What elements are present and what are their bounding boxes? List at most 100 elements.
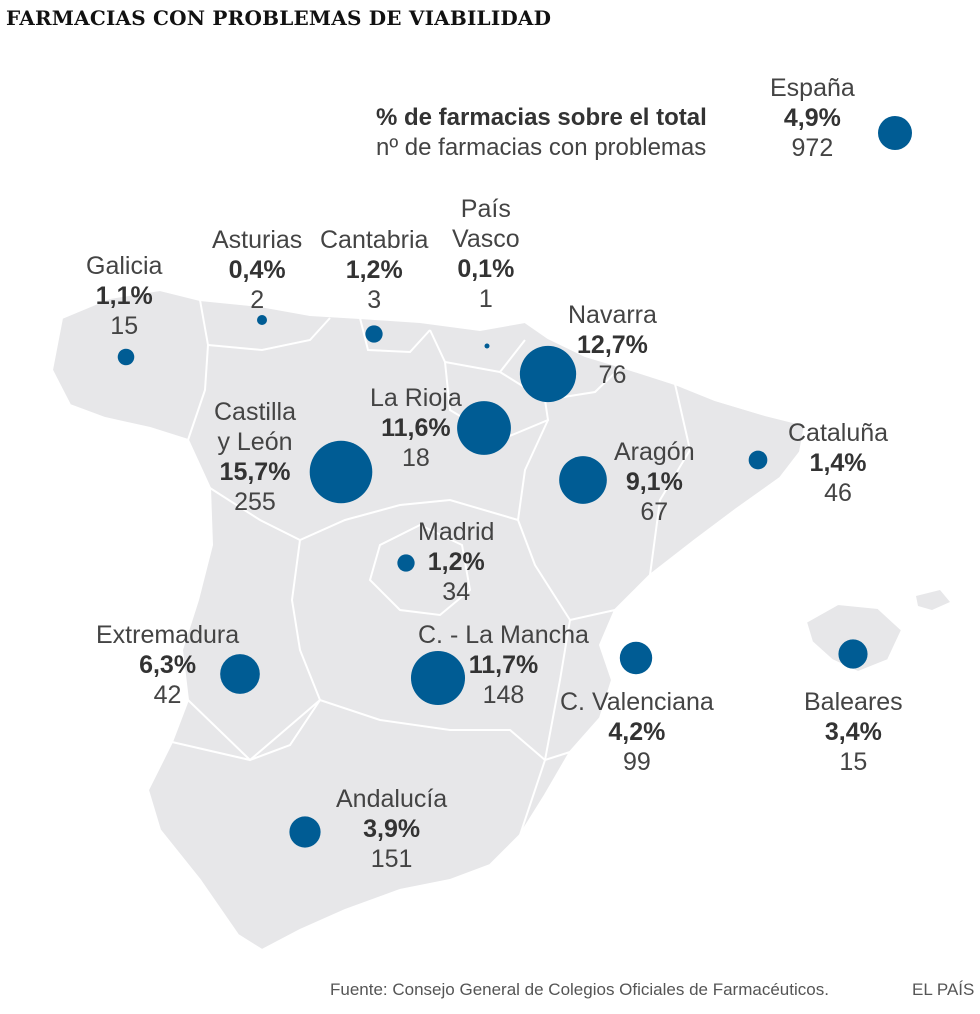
- region-label-navarra: Navarra 12,7% 76: [568, 300, 657, 390]
- bubble-baleares: [838, 639, 868, 669]
- landmass: [50, 288, 950, 952]
- region-label-castilla-leon: Castilla y León 15,7% 255: [214, 397, 296, 517]
- region-name: Asturias: [212, 226, 303, 254]
- region-name-line1: Castilla: [214, 398, 296, 426]
- region-pct: 0,1%: [457, 255, 515, 283]
- bubble-pais-vasco: [484, 343, 490, 349]
- spain-pct: 4,9%: [783, 104, 841, 132]
- region-label-cantabria: Cantabria 1,2% 3: [320, 225, 428, 315]
- region-pct: 1,4%: [809, 449, 867, 477]
- baleares-shape: [804, 602, 904, 674]
- region-name-line1: País: [460, 195, 511, 223]
- border-madrid: [368, 523, 472, 617]
- legend-count-label: nº de farmacias con problemas: [376, 134, 707, 161]
- region-pct: 0,4%: [228, 256, 286, 284]
- bubble-c-valenciana: [619, 641, 653, 675]
- border-cantabria: [359, 317, 431, 354]
- region-label-cataluna: Cataluña 1,4% 46: [788, 418, 888, 508]
- region-pct: 11,7%: [468, 651, 539, 679]
- region-count: 42: [153, 681, 182, 709]
- region-label-asturias: Asturias 0,4% 2: [212, 225, 302, 315]
- region-count: 2: [250, 286, 265, 314]
- region-count: 76: [598, 361, 627, 389]
- region-count: 67: [640, 498, 669, 526]
- region-count: 34: [442, 578, 471, 606]
- source-note: Fuente: Consejo General de Colegios Ofic…: [330, 980, 829, 999]
- region-name: Madrid: [418, 518, 495, 546]
- region-pct: 1,2%: [427, 548, 485, 576]
- region-pct: 12,7%: [577, 331, 648, 359]
- region-pct: 4,2%: [608, 718, 666, 746]
- bubble-cantabria: [365, 325, 383, 343]
- peninsula-shape: [50, 288, 807, 952]
- region-name: Baleares: [804, 688, 903, 716]
- region-count: 151: [370, 845, 413, 873]
- region-label-pais-vasco: País Vasco 0,1% 1: [452, 194, 520, 314]
- bubble-andalucia: [289, 816, 321, 848]
- region-label-la-rioja: La Rioja 11,6% 18: [370, 383, 462, 473]
- region-count: 99: [622, 748, 651, 776]
- border-asturias: [207, 317, 331, 352]
- region-label-andalucia: Andalucía 3,9% 151: [336, 784, 447, 874]
- region-name: C. - La Mancha: [418, 621, 589, 649]
- bubble-castilla-la-mancha: [410, 650, 466, 706]
- menorca-shape: [916, 590, 950, 610]
- region-label-extremadura: Extremadura 6,3% 42: [96, 620, 239, 710]
- bubble-galicia: [117, 348, 135, 366]
- region-label-c-valenciana: C. Valenciana 4,2% 99: [560, 687, 714, 777]
- brand-label: EL PAÍS: [912, 980, 975, 999]
- region-name: Navarra: [568, 301, 657, 329]
- region-name: Aragón: [614, 438, 695, 466]
- region-label-madrid: Madrid 1,2% 34: [418, 517, 494, 607]
- region-borders: [171, 299, 692, 836]
- region-pct: 3,4%: [824, 718, 882, 746]
- region-count: 1: [478, 285, 493, 313]
- region-name: C. Valenciana: [560, 688, 714, 716]
- region-pct: 9,1%: [625, 468, 683, 496]
- region-label-castilla-la-mancha: C. - La Mancha 11,7% 148: [418, 620, 589, 710]
- border-aragon-west: [516, 419, 616, 622]
- region-name: Andalucía: [336, 785, 448, 813]
- spain-count: 972: [791, 134, 834, 162]
- region-count: 148: [482, 681, 525, 709]
- region-label-baleares: Baleares 3,4% 15: [804, 687, 903, 777]
- legend: % de farmacias sobre el total nº de farm…: [376, 103, 707, 163]
- region-name: Cantabria: [320, 226, 429, 254]
- bubble-madrid: [397, 554, 415, 572]
- region-name-line2: Vasco: [452, 225, 520, 253]
- region-name: Cataluña: [788, 419, 889, 447]
- region-name: La Rioja: [370, 384, 462, 412]
- spain-name: España: [770, 74, 855, 102]
- bubble-extremadura: [220, 654, 260, 694]
- border-andalucia-north: [171, 698, 571, 762]
- region-pct: 1,1%: [95, 282, 153, 310]
- bubbles-layer: [117, 116, 912, 848]
- region-pct: 3,9%: [363, 815, 421, 843]
- region-name-line2: y León: [217, 428, 293, 456]
- border-galicia: [187, 299, 210, 441]
- map-title: FARMACIAS CON PROBLEMAS DE VIABILIDAD: [6, 6, 552, 30]
- bubble-cataluna: [748, 450, 768, 470]
- region-pct: 1,2%: [345, 256, 403, 284]
- spain-total-label: España 4,9% 972: [770, 73, 855, 163]
- region-count: 255: [234, 488, 276, 516]
- region-count: 46: [824, 479, 852, 507]
- region-count: 18: [401, 444, 430, 472]
- region-label-aragon: Aragón 9,1% 67: [614, 437, 695, 527]
- region-name: Extremadura: [96, 621, 240, 649]
- border-cataluna: [649, 383, 692, 576]
- border-valenciana: [519, 619, 571, 836]
- bubble-asturias: [257, 315, 267, 325]
- border-pais-vasco: [429, 329, 526, 374]
- region-label-galicia: Galicia 1,1% 15: [86, 251, 162, 341]
- bubble-navarra: [519, 345, 577, 403]
- region-pct: 6,3%: [139, 651, 197, 679]
- region-pct: 15,7%: [219, 458, 291, 486]
- region-name: Galicia: [86, 252, 163, 280]
- bubble-aragon: [559, 456, 607, 504]
- region-count: 15: [839, 748, 868, 776]
- border-castilla-leon-south: [209, 487, 519, 542]
- border-navarra: [499, 367, 621, 402]
- region-pct: 11,6%: [381, 414, 451, 442]
